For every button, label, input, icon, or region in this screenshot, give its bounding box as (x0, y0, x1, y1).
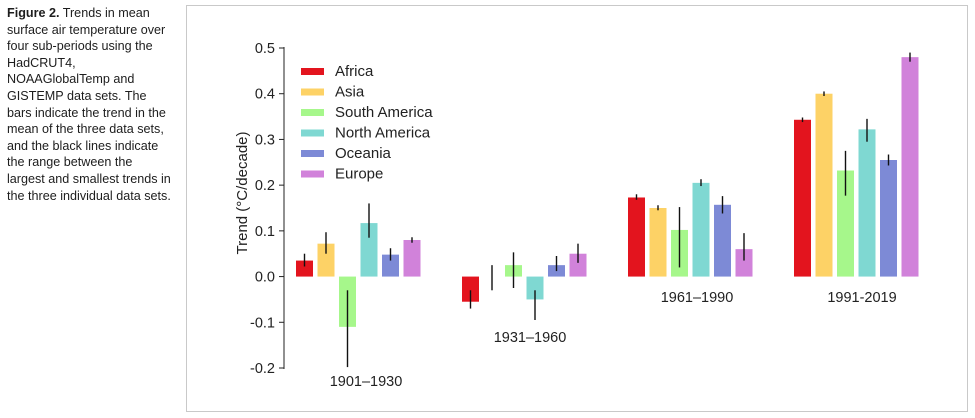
y-tick-label: 0.4 (255, 87, 275, 103)
bar-africa (628, 197, 645, 277)
bar-north-america (692, 182, 710, 277)
bar-oceania (880, 160, 897, 277)
bar-oceania (714, 204, 731, 277)
legend-label: Oceania (335, 145, 392, 162)
legend-swatch (301, 88, 324, 96)
y-tick-label: -0.1 (250, 315, 275, 331)
bar-africa (296, 260, 313, 277)
bar-africa (794, 119, 811, 277)
legend-swatch (301, 150, 324, 157)
legend-label: South America (335, 104, 433, 121)
category-labels: 1901–1930 1931–1960 1961–1990 1991-2019 (330, 290, 897, 390)
bar-south-america (837, 170, 854, 277)
caption-text: Trends in mean surface air temperature o… (7, 6, 171, 203)
legend-swatch (301, 109, 324, 116)
category-label: 1931–1960 (494, 330, 567, 346)
bar-europe (569, 253, 587, 277)
bar-north-america (858, 129, 876, 277)
category-label: 1991-2019 (827, 290, 896, 306)
figure-caption: Figure 2. Trends in mean surface air tem… (7, 5, 172, 204)
legend-swatch (301, 68, 324, 75)
legend-swatch (301, 129, 324, 137)
bar-europe (403, 240, 421, 277)
y-axis-label: Trend (°C/decade) (234, 131, 251, 254)
legend-label: Asia (335, 84, 365, 101)
y-tick-label: 0.0 (255, 270, 275, 286)
chart-panel (186, 5, 968, 412)
bar-asia (815, 93, 833, 277)
legend: Africa Asia South America North America Ocea… (301, 63, 433, 183)
bar-north-america (526, 276, 544, 300)
legend-label: North America (335, 125, 431, 142)
bar-oceania (382, 254, 399, 277)
bar-africa (462, 276, 479, 302)
category-label: 1901–1930 (330, 374, 403, 390)
caption-label: Figure 2. (7, 6, 60, 20)
legend-swatch (301, 170, 324, 178)
bar-north-america (360, 223, 378, 277)
y-tick-label: -0.2 (250, 361, 275, 377)
y-tick-label: 0.5 (255, 41, 275, 57)
bar-europe (735, 249, 753, 277)
category-label: 1961–1990 (661, 290, 734, 306)
y-axis: 0.5 0.4 0.3 0.2 0.1 0.0 -0.1 -0.2 (250, 41, 285, 377)
bar-europe (901, 57, 919, 277)
y-tick-label: 0.1 (255, 224, 275, 240)
bar-asia (317, 243, 335, 277)
legend-label: Africa (335, 63, 374, 80)
bar-asia (649, 208, 667, 277)
y-tick-label: 0.2 (255, 178, 275, 194)
legend-label: Europe (335, 166, 383, 183)
y-tick-label: 0.3 (255, 132, 275, 148)
bars (296, 52, 919, 368)
